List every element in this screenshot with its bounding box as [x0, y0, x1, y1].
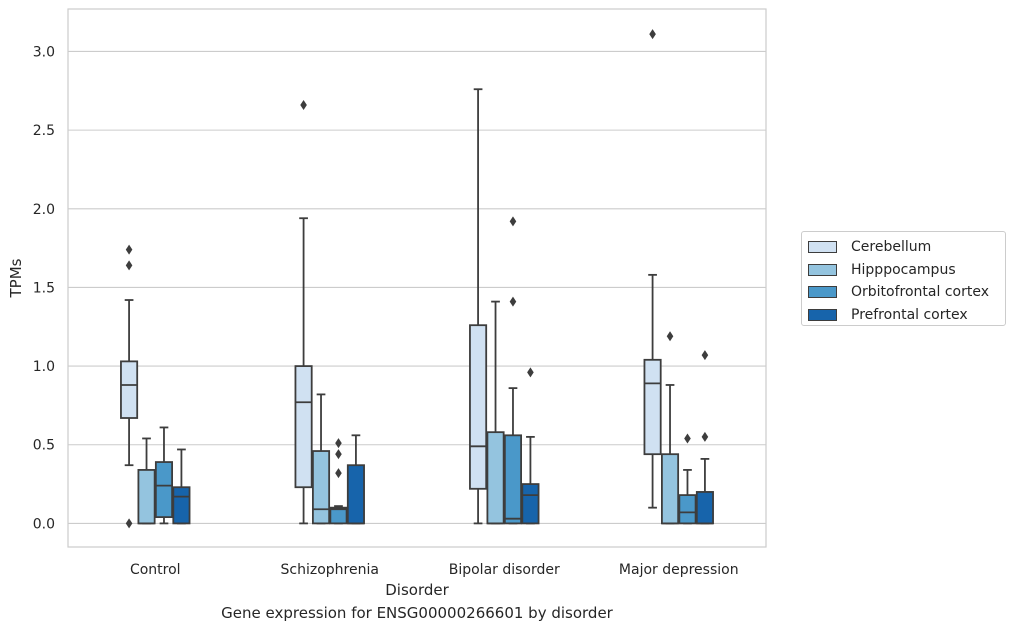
legend-label: Hipppocampus: [851, 261, 956, 278]
box-iqr: [329, 506, 348, 525]
box-iqr: [486, 431, 505, 525]
box-iqr: [154, 461, 174, 519]
outlier-marker: [649, 29, 656, 40]
y-tick-label: 0.5: [33, 438, 55, 454]
legend-swatch: [808, 308, 837, 321]
outlier-marker: [684, 433, 691, 444]
x-tick-label: Major depression: [619, 562, 739, 578]
box-3-0: [643, 29, 662, 509]
outlier-marker: [300, 99, 307, 110]
outlier-marker: [701, 431, 709, 442]
legend-item: Orbitofrontal cortex: [808, 281, 1005, 304]
box-iqr: [643, 358, 662, 456]
box-1-3: [346, 434, 365, 525]
box-iqr: [695, 491, 714, 525]
box-0-1: [137, 437, 156, 525]
outlier-marker: [125, 260, 133, 271]
y-tick-label: 0.0: [33, 516, 55, 532]
box-0-3: [172, 448, 191, 525]
boxes: [120, 29, 714, 529]
box-iqr: [346, 464, 365, 525]
box-3-3: [695, 350, 714, 525]
legend: Cerebellum Hipppocampus Orbitofrontal cort…: [801, 231, 1006, 326]
outlier-marker: [666, 331, 674, 342]
y-axis-label: TPMs: [7, 258, 25, 298]
box-iqr: [678, 494, 697, 525]
outlier-marker: [125, 518, 133, 529]
box-iqr: [521, 483, 540, 525]
box-iqr: [120, 360, 139, 419]
outlier-marker: [335, 468, 342, 479]
legend-item: Prefrontal cortex: [808, 304, 1005, 327]
x-tick-label: Control: [130, 562, 181, 578]
tick-labels: 0.0 0.5 1.0 1.5 2.0 2.5 3.0 Control Schizophreni…: [33, 44, 739, 578]
outlier-marker: [335, 438, 342, 449]
outlier-marker: [509, 216, 517, 227]
chart-caption: Gene expression for ENSG00000266601 by d…: [221, 604, 613, 622]
outlier-marker: [701, 350, 709, 361]
box-1-2: [329, 438, 348, 525]
legend-swatch: [808, 263, 837, 276]
box-iqr: [311, 450, 331, 525]
box-iqr: [503, 434, 523, 525]
legend-item: Cerebellum: [808, 236, 1005, 259]
y-tick-label: 2.5: [33, 123, 55, 139]
outlier-marker: [335, 449, 342, 460]
box-iqr: [137, 469, 156, 525]
legend-label: Orbitofrontal cortex: [851, 284, 989, 301]
box-1-1: [311, 393, 331, 525]
box-0-2: [154, 426, 174, 525]
legend-label: Cerebellum: [851, 239, 932, 256]
legend-item: Hipppocampus: [808, 259, 1005, 282]
box-2-2: [503, 216, 523, 525]
x-axis-label: Disorder: [385, 581, 449, 599]
box-iqr: [469, 324, 488, 490]
box-iqr: [172, 486, 191, 525]
legend-swatch: [808, 241, 837, 254]
legend-swatch: [808, 286, 837, 299]
outlier-marker: [527, 367, 534, 378]
box-3-2: [678, 433, 697, 525]
box-2-1: [486, 300, 505, 525]
box-3-1: [661, 331, 680, 525]
box-1-0: [294, 99, 313, 525]
y-tick-label: 1.5: [33, 280, 55, 296]
box-iqr: [661, 453, 680, 525]
y-tick-label: 2.0: [33, 202, 55, 218]
outlier-marker: [509, 296, 517, 307]
box-2-0: [469, 88, 488, 525]
x-tick-label: Bipolar disorder: [449, 562, 560, 578]
box-2-3: [521, 367, 540, 525]
x-tick-label: Schizophrenia: [281, 562, 379, 578]
box-iqr: [294, 365, 313, 489]
y-tick-label: 1.0: [33, 359, 55, 375]
box-0-0: [120, 244, 139, 529]
y-tick-label: 3.0: [33, 44, 55, 60]
gridlines: [68, 50, 766, 524]
outlier-marker: [125, 244, 133, 255]
plot-frame: [67, 8, 767, 548]
legend-label: Prefrontal cortex: [851, 306, 968, 323]
